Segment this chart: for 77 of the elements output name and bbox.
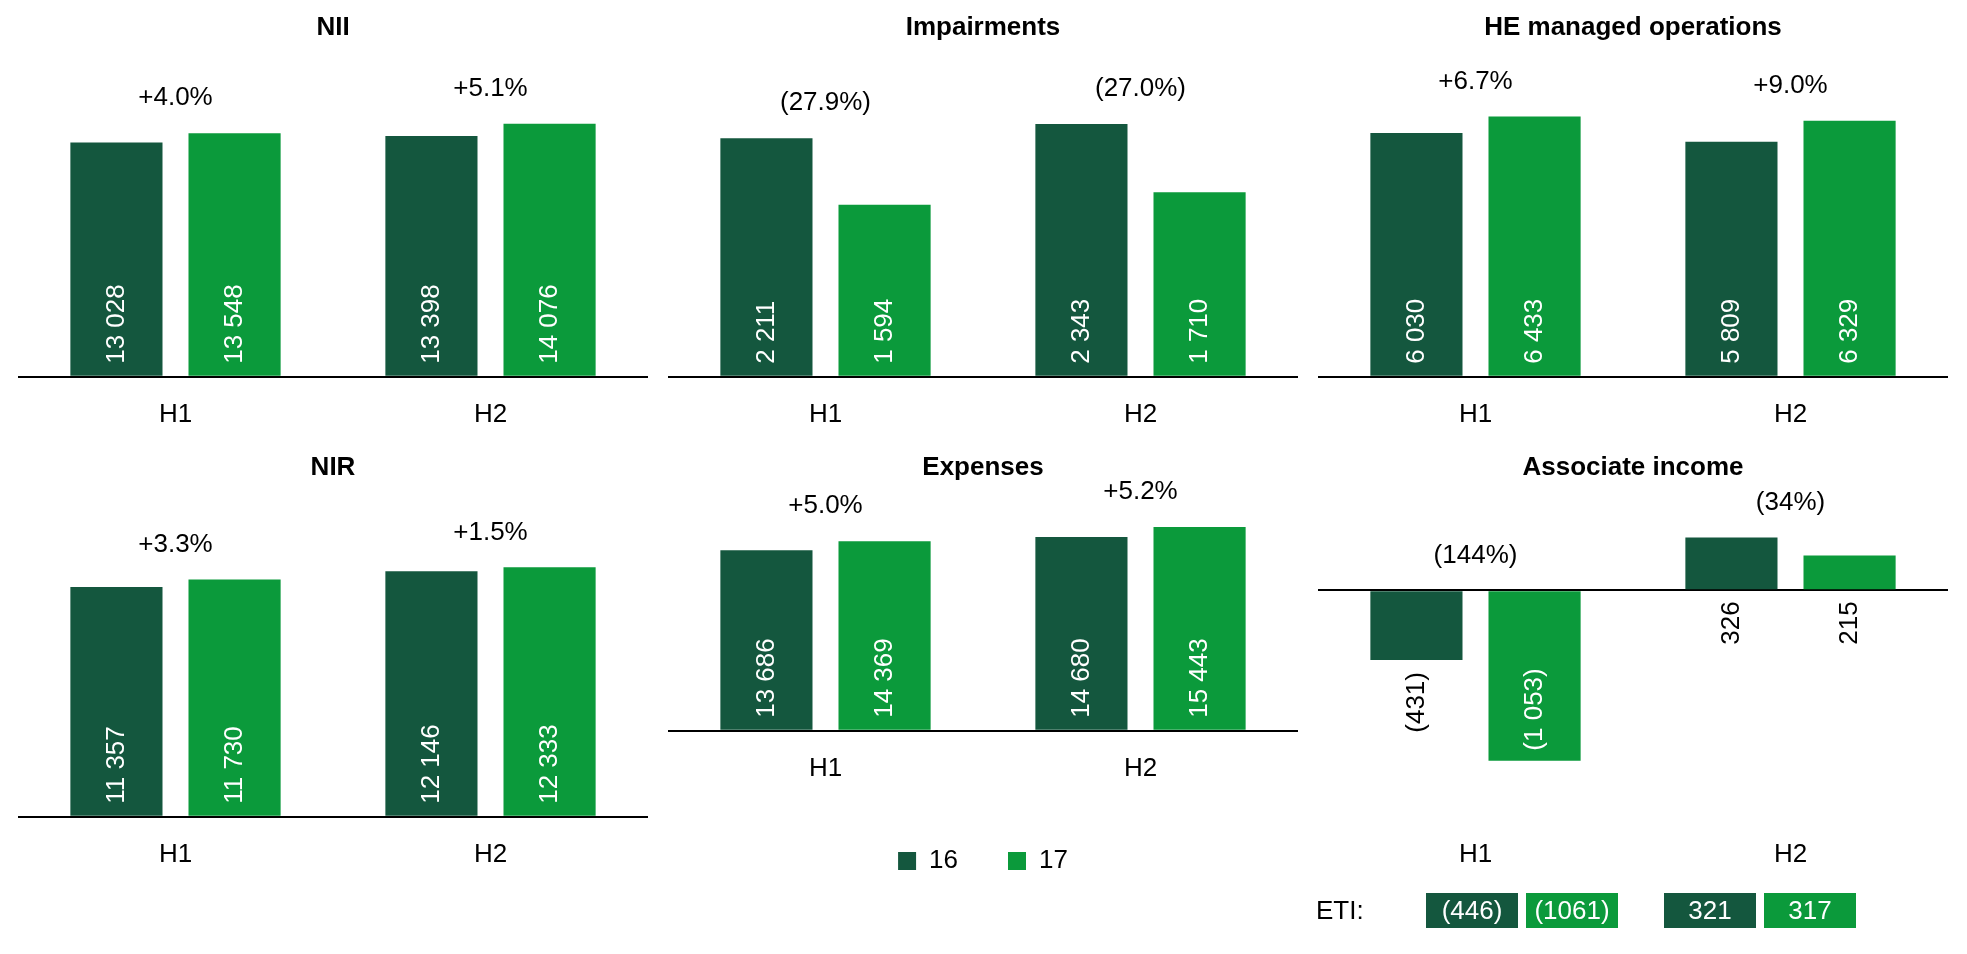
text: +5.2% [1103,475,1178,506]
x-tick-label: H1 [158,837,193,868]
data-label: 326 [1714,601,1745,645]
text: +5.0% [788,489,863,520]
data-label: 15 443 [1182,638,1213,718]
bar [385,571,478,816]
text: 317 [1764,892,1856,928]
bar [503,123,596,376]
text: (446) [1426,892,1518,928]
x-tick-label: H2 [1773,397,1808,428]
chart-title: NII [316,10,350,41]
x-tick-label: H2 [1123,397,1158,428]
bar [188,579,281,816]
x-tick-label: H2 [473,397,508,428]
data-label: 6 433 [1517,298,1548,364]
bar [385,135,478,376]
text: +6.7% [1438,64,1513,95]
data-label: 2 211 [749,300,780,364]
x-tick-label: H2 [1123,751,1158,782]
legend-label: 17 [1039,844,1068,875]
chart-title: Associate income [1522,450,1744,481]
data-label: 12 333 [532,724,563,804]
bar [720,138,813,376]
x-tick-label: H1 [1458,397,1493,428]
data-label: 5 809 [1714,298,1745,364]
data-label: 12 146 [414,724,445,804]
bar [1803,120,1896,376]
data-label: (1 053) [1517,668,1548,751]
text: +9.0% [1753,68,1828,99]
bar [1035,124,1128,376]
data-label: 11 357 [99,726,130,804]
chart-title: NIR [310,450,356,481]
text: (1061) [1526,892,1618,928]
data-label: 6 030 [1399,298,1430,364]
annotation: (144%) [1433,539,1518,570]
x-tick-label: H2 [473,837,508,868]
x-tick-label: H1 [158,397,193,428]
text: +1.5% [453,515,528,546]
text: +4.0% [138,81,213,112]
data-label: 14 369 [867,638,898,718]
text: (27.0%) [1094,72,1187,103]
x-tick-label: H1 [808,751,843,782]
text: (27.9%) [779,86,872,117]
data-label: 2 343 [1064,298,1095,364]
bar [1488,116,1581,376]
data-label: 215 [1832,601,1863,645]
bar [1153,192,1246,376]
text: ETI: [1316,894,1365,926]
text: (34%) [1755,485,1826,516]
x-tick-label: H1 [808,397,843,428]
chart-title: Expenses [922,450,1044,481]
data-label: 1 710 [1182,298,1213,364]
bar [188,133,281,376]
x-tick-label: H2 [1773,837,1808,868]
data-label: 13 028 [99,284,130,364]
x-tick-label: H1 [1458,837,1493,868]
data-label: 1 594 [867,298,898,364]
bar [838,204,931,376]
bar [70,142,163,376]
data-label: 13 398 [414,284,445,364]
chart-title: Impairments [905,10,1061,41]
bar [1370,132,1463,376]
text: +5.1% [453,71,528,102]
bar [503,567,596,816]
data-label: (431) [1399,672,1430,733]
data-label: 6 329 [1832,298,1863,364]
data-label: 13 686 [749,638,780,718]
data-label: 14 076 [532,284,563,364]
text: 321 [1664,892,1756,928]
text: +3.3% [138,527,213,558]
chart-title: HE managed operations [1484,10,1782,41]
legend-label: 16 [929,844,958,875]
data-label: 14 680 [1064,638,1095,718]
data-label: 11 730 [217,726,248,804]
bar [70,587,163,816]
data-label: 13 548 [217,284,248,364]
bar [1685,141,1778,376]
